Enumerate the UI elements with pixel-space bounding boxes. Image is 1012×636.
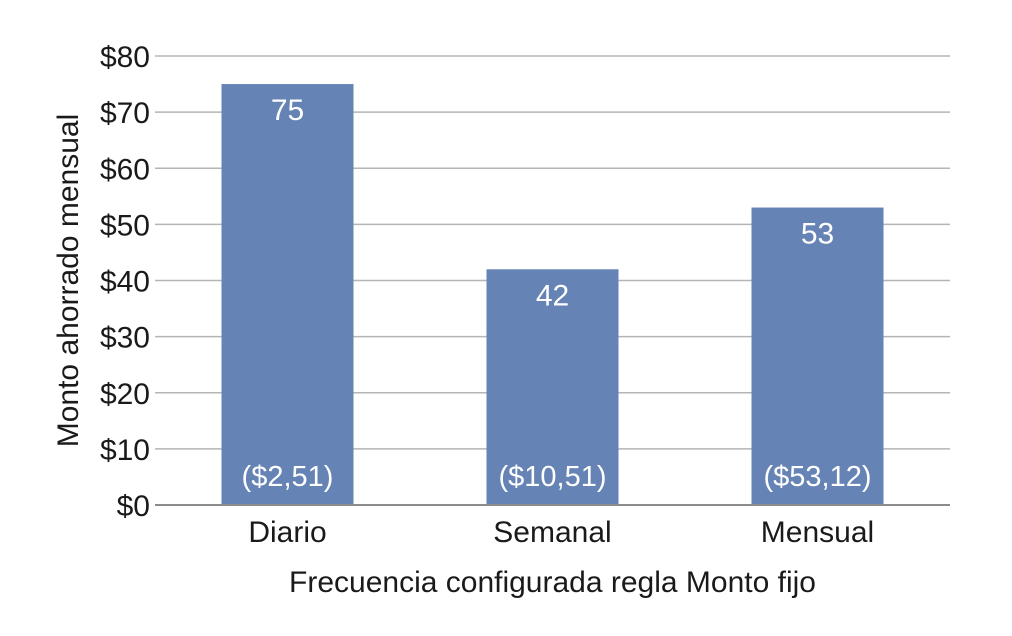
x-tick-labels: Diario Semanal Mensual <box>248 516 874 549</box>
y-tick-labels: $0 $10 $20 $30 $40 $50 $60 $70 $80 <box>100 41 150 523</box>
y-tick-label: $30 <box>100 322 150 355</box>
x-tick-label: Semanal <box>493 516 611 549</box>
bar-value-label: 75 <box>271 94 304 127</box>
x-axis-title: Frecuencia configurada regla Monto fijo <box>289 566 816 599</box>
bar-inner-label: ($2,51) <box>242 461 334 493</box>
bar <box>221 84 354 505</box>
y-tick-label: $80 <box>100 41 150 74</box>
y-tick-label: $70 <box>100 97 150 130</box>
bar <box>751 207 884 505</box>
bars: 75 ($2,51) 42 ($10,51) 53 ($53,12) <box>221 84 884 505</box>
bar <box>486 269 619 505</box>
bar-value-label: 53 <box>801 218 834 251</box>
y-tick-label: $0 <box>117 490 150 523</box>
x-tick-label: Mensual <box>761 516 874 549</box>
y-tick-label: $20 <box>100 378 150 411</box>
bar-inner-label: ($53,12) <box>763 461 871 493</box>
y-tick-label: $60 <box>100 153 150 186</box>
y-tick-label: $40 <box>100 266 150 299</box>
y-axis-title: Monto ahorrado mensual <box>52 114 85 448</box>
bar-inner-label: ($10,51) <box>498 461 606 493</box>
y-tick-label: $50 <box>100 209 150 242</box>
x-tick-label: Diario <box>248 516 326 549</box>
y-tick-label: $10 <box>100 434 150 467</box>
bar-value-label: 42 <box>536 279 569 312</box>
